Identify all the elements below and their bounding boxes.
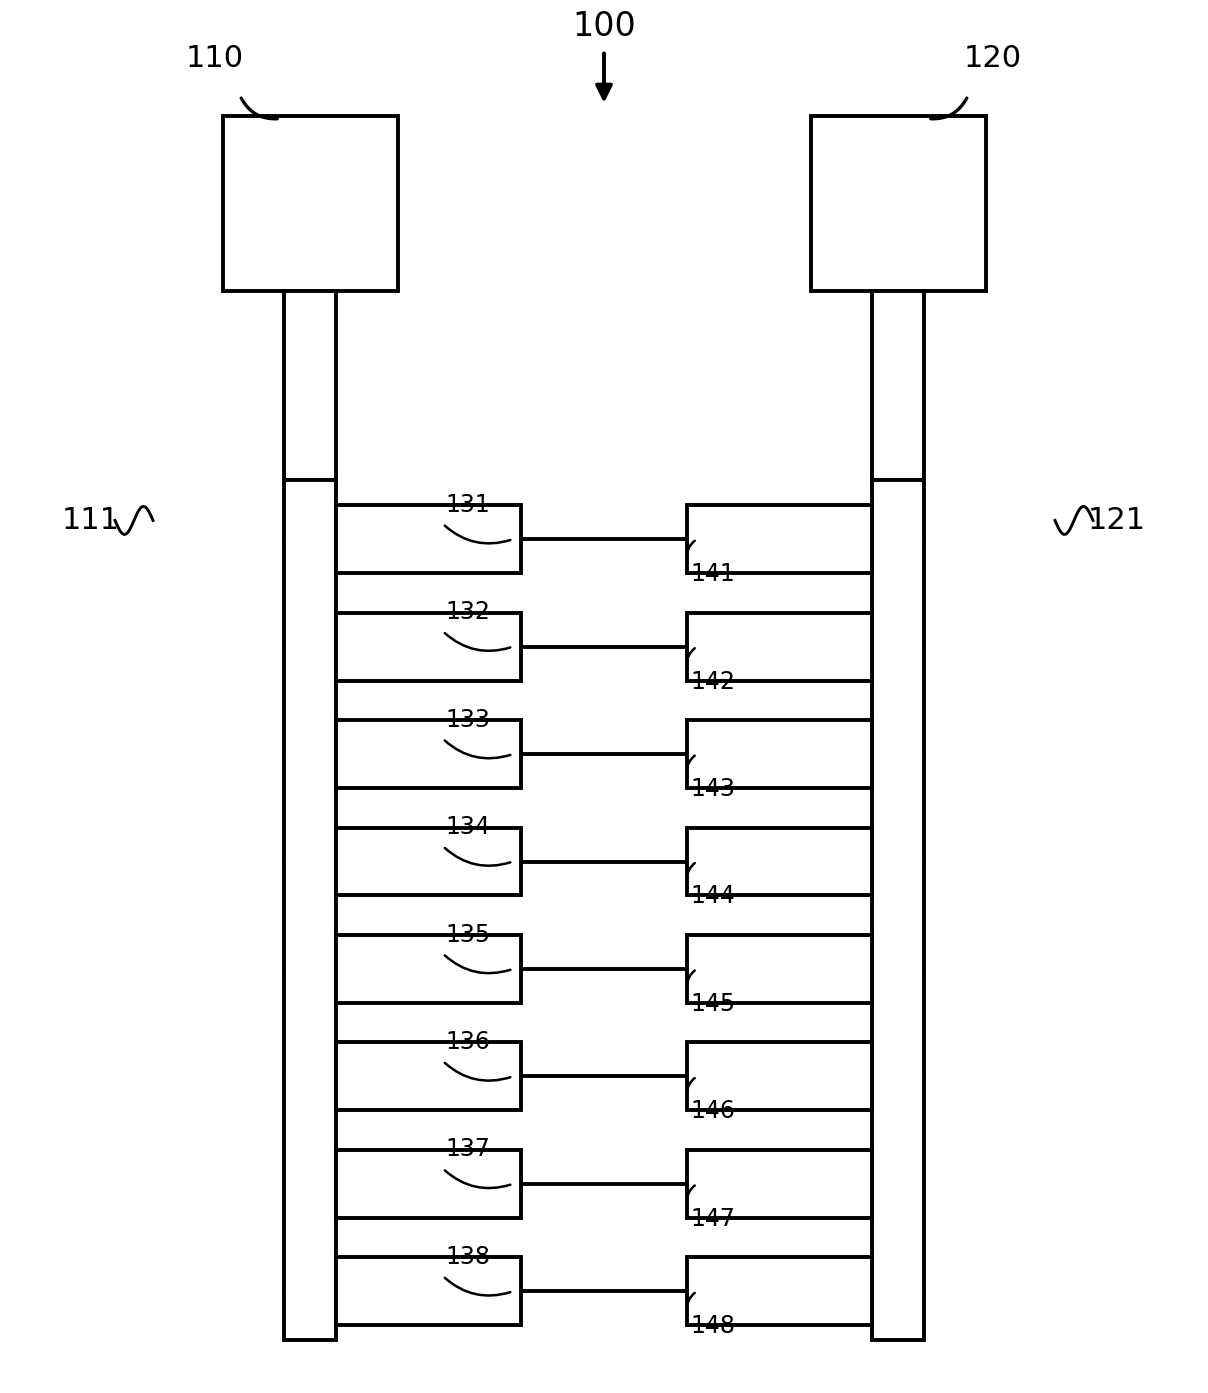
Bar	[336, 935, 521, 1003]
Text: 121: 121	[1088, 506, 1146, 535]
Text: 147: 147	[690, 1206, 734, 1231]
Bar	[872, 481, 924, 1340]
Bar	[687, 827, 872, 896]
Text: 148: 148	[690, 1314, 734, 1339]
Bar	[687, 720, 872, 788]
Text: 145: 145	[690, 992, 736, 1015]
Text: 111: 111	[62, 506, 120, 535]
Bar	[284, 481, 336, 1340]
Bar	[687, 506, 872, 573]
Bar	[336, 1149, 521, 1217]
Bar	[336, 720, 521, 788]
Bar	[687, 935, 872, 1003]
Text: 143: 143	[690, 777, 734, 801]
Bar	[336, 1258, 521, 1325]
Bar	[811, 116, 986, 291]
Text: 135: 135	[446, 922, 490, 947]
Text: 146: 146	[690, 1099, 734, 1123]
Bar	[687, 613, 872, 681]
Text: 138: 138	[446, 1245, 490, 1269]
Bar	[336, 827, 521, 896]
Text: 137: 137	[446, 1138, 490, 1162]
Text: 110: 110	[186, 43, 244, 72]
Bar	[336, 506, 521, 573]
Bar	[687, 1042, 872, 1110]
Text: 134: 134	[446, 815, 490, 839]
Text: 144: 144	[690, 885, 734, 908]
Text: 132: 132	[446, 600, 490, 624]
Bar	[687, 1149, 872, 1217]
Bar	[284, 291, 336, 481]
Text: 100: 100	[573, 10, 635, 43]
Text: 131: 131	[446, 493, 490, 517]
Bar	[336, 613, 521, 681]
Text: 141: 141	[690, 563, 734, 586]
Text: 136: 136	[446, 1029, 490, 1055]
Bar	[336, 1042, 521, 1110]
Bar	[872, 291, 924, 481]
Text: 142: 142	[690, 670, 734, 694]
Bar	[223, 116, 397, 291]
Text: 120: 120	[964, 43, 1022, 72]
Text: 133: 133	[446, 708, 490, 731]
Bar	[687, 1258, 872, 1325]
